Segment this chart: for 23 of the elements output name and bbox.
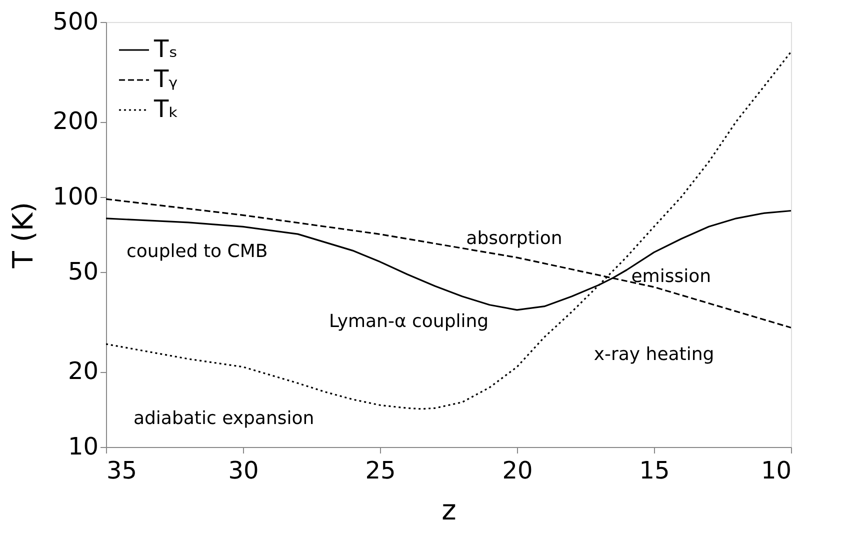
x-tick-label: 25 — [365, 456, 396, 484]
legend-label: Tₖ — [153, 95, 179, 123]
legend-label: Tᵧ — [153, 65, 178, 93]
y-tick-label: 500 — [52, 8, 98, 36]
annotation: adiabatic expansion — [133, 408, 314, 429]
annotation: emission — [631, 266, 712, 287]
legend-label: Tₛ — [153, 35, 178, 63]
y-tick-label: 200 — [52, 107, 98, 136]
annotation: Lyman-α coupling — [328, 311, 489, 332]
x-tick-label: 35 — [106, 456, 138, 484]
y-tick-label: 100 — [52, 182, 98, 210]
annotation: absorption — [466, 228, 562, 250]
annotation: coupled to CMB — [126, 240, 268, 262]
x-tick-label: 30 — [228, 456, 259, 484]
y-axis-title: T (K) — [6, 202, 40, 270]
x-tick-label: 15 — [639, 456, 670, 484]
y-tick-label: 10 — [68, 432, 98, 460]
y-tick-label: 20 — [68, 357, 98, 386]
y-tick-label: 50 — [68, 258, 98, 286]
x-axis-title: z — [442, 494, 456, 526]
annotation: x-ray heating — [594, 344, 714, 366]
x-tick-label: 20 — [502, 456, 533, 484]
x-tick-label: 10 — [760, 456, 792, 484]
